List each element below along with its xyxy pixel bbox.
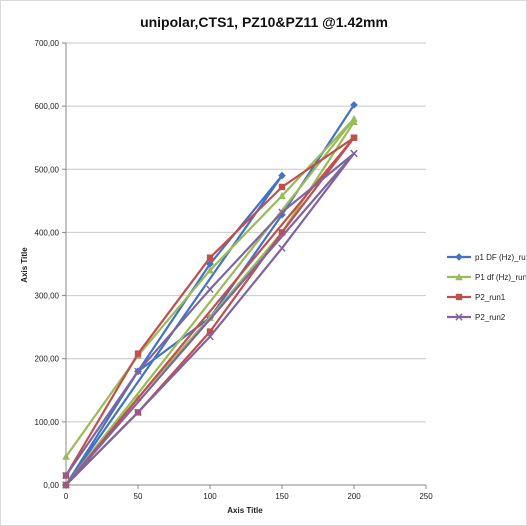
y-tick-label: 300,00: [35, 292, 60, 301]
chart-title: unipolar,CTS1, PZ10&PZ11 @1.42mm: [140, 14, 388, 30]
x-axis-title: Axis Title: [227, 506, 263, 515]
data-point: [206, 328, 214, 335]
y-tick-label: 400,00: [35, 228, 60, 237]
grid-lines: [66, 42, 426, 423]
data-point: [278, 229, 286, 236]
legend: p1 DF (Hz)_run1 P1 df (Hz)_run2 P2_run1 P2_…: [447, 253, 526, 322]
series-1: [62, 101, 358, 489]
data-point: [206, 254, 214, 261]
y-tick-label: 700,00: [35, 39, 60, 48]
data-point: [62, 481, 70, 489]
series-layer: [62, 101, 358, 489]
data-point: [350, 134, 358, 141]
legend-entry: p1 DF (Hz)_run1: [447, 253, 526, 262]
y-tick-label: 500,00: [35, 165, 60, 174]
legend-entry: P2_run1: [447, 293, 506, 302]
legend-marker: [455, 253, 463, 261]
x-tick-label: 250: [419, 492, 433, 501]
x-tick-label: 100: [203, 492, 217, 501]
legend-entry: P1 df (Hz)_run2: [447, 273, 526, 282]
x-tick-label: 0: [64, 492, 69, 501]
y-axis-title: Axis Title: [20, 247, 29, 283]
data-point: [350, 117, 358, 126]
data-point: [206, 285, 214, 293]
data-point: [350, 149, 358, 158]
data-point: [278, 244, 286, 252]
y-tick-label: 200,00: [35, 355, 60, 364]
y-tick-label: 600,00: [35, 102, 60, 111]
series-2: [62, 114, 358, 489]
x-tick-label: 50: [134, 492, 143, 501]
data-point: [278, 208, 286, 216]
series-line: [64, 117, 356, 487]
data-point: [62, 471, 70, 480]
legend-marker: [455, 293, 463, 301]
data-point: [278, 183, 286, 191]
data-point: [134, 350, 142, 357]
x-tick-label: 150: [275, 492, 289, 501]
legend-label: p1 DF (Hz)_run1: [475, 253, 526, 262]
series-4: [62, 149, 358, 489]
data-point: [206, 266, 214, 274]
legend-marker: [455, 313, 463, 321]
y-tick-label: 100,00: [35, 418, 60, 427]
axes: 0,00 100,00 200,00 300,00 400,00 500,00 600,00…: [35, 39, 434, 501]
data-point: [278, 171, 286, 180]
data-point: [206, 313, 214, 321]
legend-marker: [455, 273, 463, 281]
series-line: [64, 152, 356, 487]
data-point: [134, 408, 142, 417]
legend-label: P2_run1: [475, 293, 506, 302]
series-line: [64, 136, 356, 487]
legend-label: P1 df (Hz)_run2: [475, 273, 526, 282]
data-point: [206, 260, 214, 268]
data-point: [278, 191, 286, 200]
y-tick-label: 0,00: [43, 481, 59, 490]
series-line: [64, 104, 355, 487]
data-point: [206, 332, 214, 341]
x-tick-label: 200: [347, 492, 361, 501]
legend-entry: P2_run2: [447, 313, 506, 322]
data-point: [62, 452, 70, 460]
data-point: [350, 101, 358, 109]
legend-label: P2_run2: [475, 313, 506, 322]
data-point: [134, 367, 142, 376]
